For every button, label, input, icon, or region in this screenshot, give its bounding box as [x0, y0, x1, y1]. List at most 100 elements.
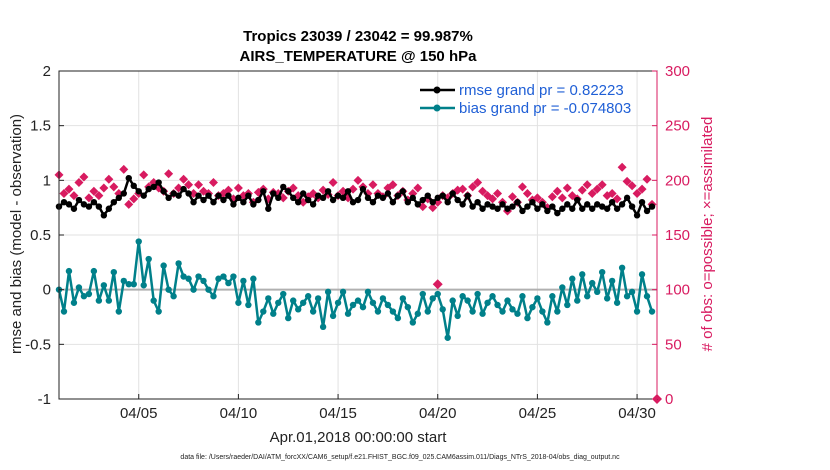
bias-point [105, 297, 113, 304]
rmse-point [529, 199, 536, 206]
rmse-point [200, 196, 207, 204]
rmse-point [145, 185, 152, 193]
obs-marker [592, 184, 602, 194]
obs-marker [164, 169, 174, 179]
obs-marker [597, 180, 607, 190]
bias-point [200, 277, 207, 285]
bias-point [499, 308, 506, 315]
rmse-point [638, 199, 646, 206]
rmse-point [594, 201, 601, 208]
rmse-point [374, 192, 382, 199]
bias-point [489, 293, 496, 300]
rmse-point [280, 183, 287, 191]
bias-point [70, 299, 78, 306]
rmse-point [125, 174, 132, 182]
y-right-tick-label: 150 [665, 227, 690, 244]
bias-point [524, 314, 531, 322]
bias-point [210, 293, 217, 300]
rmse-point [424, 192, 431, 199]
rmse-point [195, 192, 202, 199]
rmse-point [270, 190, 277, 197]
bias-point [100, 282, 108, 289]
rmse-point [339, 194, 347, 202]
y-left-axis-label: rmse and bias (model - observation) [8, 114, 25, 354]
bias-point [285, 314, 292, 322]
rmse-point [170, 190, 177, 197]
x-tick-label: 04/30 [618, 405, 656, 422]
bias-point [379, 295, 387, 302]
bias-point [399, 295, 407, 302]
rmse-point [295, 199, 302, 206]
bias-point [389, 308, 397, 315]
legend-rmse-label: rmse grand pr = 0.82223 [459, 82, 624, 99]
x-tick-label: 04/25 [519, 405, 557, 422]
obs-marker [139, 170, 149, 180]
rmse-point [65, 201, 73, 208]
bias-point [539, 308, 546, 315]
rmse-point [349, 199, 357, 206]
bias-point [584, 293, 591, 300]
obs-marker [622, 176, 632, 186]
bias-point [559, 284, 566, 291]
rmse-point [225, 192, 232, 199]
bias-point [170, 293, 177, 300]
obs-marker [99, 183, 109, 193]
bias-point [295, 306, 302, 313]
bias-point [95, 297, 103, 304]
rmse-point [464, 192, 471, 199]
rmse-point [564, 201, 571, 208]
bias-point [648, 308, 656, 315]
rmse-point [80, 201, 88, 208]
rmse-point [120, 190, 127, 197]
bias-point [484, 299, 491, 306]
obs-marker [388, 180, 398, 190]
rmse-point [648, 203, 656, 210]
rmse-point [105, 205, 113, 212]
bias-point [643, 293, 651, 300]
rmse-point [499, 201, 506, 208]
y-left-tick-label: 0 [43, 282, 51, 299]
bias-point [444, 334, 451, 341]
obs-marker [353, 175, 363, 185]
rmse-point [474, 199, 481, 206]
rmse-point [150, 183, 157, 191]
obs-marker [59, 188, 69, 198]
bias-point [230, 273, 237, 280]
rmse-point [524, 203, 531, 210]
obs-marker [428, 203, 438, 213]
bias-point [130, 281, 137, 288]
bias-point [324, 288, 332, 296]
bias-point [115, 308, 123, 315]
bias-point [464, 297, 471, 304]
bias-point [449, 297, 456, 304]
bias-point [175, 260, 182, 267]
obs-marker [94, 191, 104, 201]
bias-point [594, 288, 601, 296]
bias-point [90, 267, 98, 275]
obs-marker [493, 188, 503, 198]
obs-marker [488, 194, 498, 204]
bias-point [608, 277, 616, 285]
bias-point [409, 319, 417, 326]
rmse-point [140, 192, 147, 199]
obs-marker [473, 178, 483, 188]
rmse-point [359, 185, 367, 193]
obs-marker [517, 182, 527, 192]
obs-marker [184, 180, 194, 190]
obs-marker [129, 194, 139, 204]
rmse-point [70, 205, 78, 212]
bias-point [549, 293, 556, 300]
bias-point [618, 264, 626, 271]
bias-point [529, 303, 536, 311]
obs-marker [642, 174, 652, 184]
obs-marker [458, 184, 468, 194]
rmse-point [579, 205, 586, 212]
rmse-point [175, 192, 182, 199]
bias-point [290, 297, 297, 304]
rmse-point [275, 194, 282, 202]
bias-point [394, 314, 402, 322]
bias-point [474, 290, 481, 298]
bias-point [180, 273, 187, 280]
x-axis-label: Apr.01,2018 00:00:00 start [270, 429, 448, 446]
